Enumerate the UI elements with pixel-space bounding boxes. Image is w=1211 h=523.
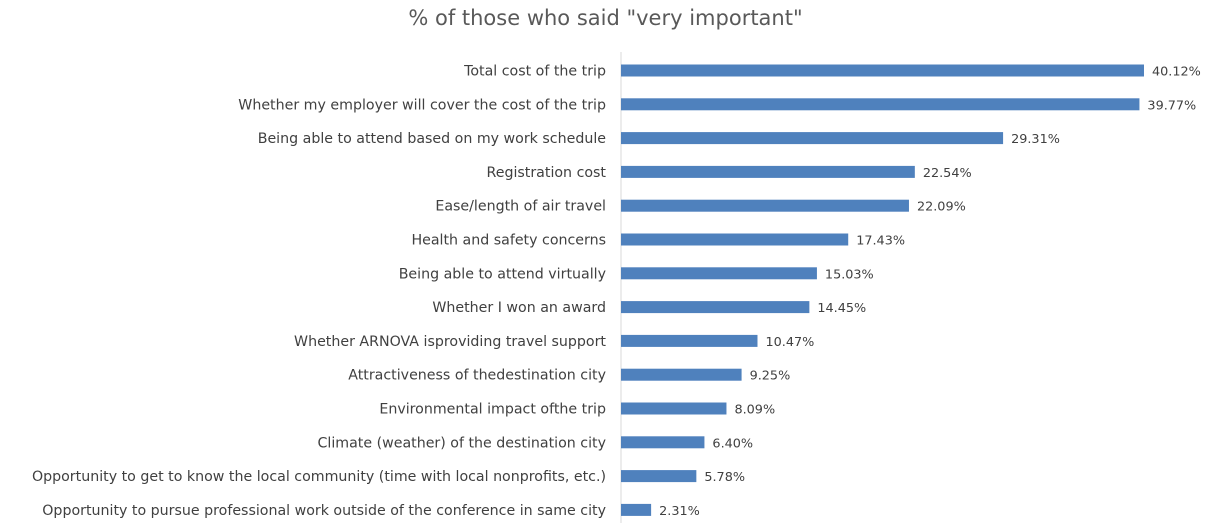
value-label: 2.31%: [659, 504, 700, 519]
value-label: 5.78%: [704, 470, 745, 485]
bar: [621, 64, 1144, 77]
category-label: Whether ARNOVA isproviding travel suppor…: [294, 334, 606, 350]
category-label: Ease/length of air travel: [435, 199, 606, 215]
value-label: 39.77%: [1147, 98, 1196, 113]
value-label: 10.47%: [765, 335, 814, 350]
category-label: Total cost of the trip: [463, 64, 606, 80]
category-label: Whether I won an award: [432, 300, 606, 316]
bar: [621, 233, 849, 246]
value-label: 6.40%: [712, 436, 753, 451]
category-label: Opportunity to pursue professional work …: [42, 503, 606, 519]
category-label: Being able to attend based on my work sc…: [258, 131, 606, 147]
value-label: 22.09%: [917, 200, 966, 215]
value-label: 40.12%: [1152, 65, 1201, 80]
bar: [621, 199, 909, 212]
bar: [621, 334, 758, 347]
category-label: Environmental impact ofthe trip: [379, 402, 606, 418]
value-label: 29.31%: [1011, 132, 1060, 147]
category-label: Being able to attend virtually: [399, 266, 606, 282]
bar: [621, 132, 1004, 145]
value-label: 15.03%: [825, 267, 874, 282]
category-label: Registration cost: [487, 165, 607, 181]
bar: [621, 402, 727, 415]
bar: [621, 301, 810, 314]
bar: [621, 436, 705, 449]
bar: [621, 368, 742, 381]
category-label: Attractiveness of thedestination city: [348, 368, 606, 384]
bar: [621, 267, 817, 280]
bar: [621, 165, 915, 178]
category-label: Climate (weather) of the destination cit…: [317, 435, 606, 451]
value-label: 22.54%: [923, 166, 972, 181]
category-label: Whether my employer will cover the cost …: [238, 97, 606, 113]
category-label: Health and safety concerns: [411, 233, 606, 249]
value-label: 17.43%: [856, 234, 905, 249]
value-label: 9.25%: [750, 369, 791, 384]
category-label: Opportunity to get to know the local com…: [32, 469, 606, 485]
value-label: 14.45%: [817, 301, 866, 316]
bar: [621, 503, 652, 516]
bar: [621, 98, 1140, 111]
bar: [621, 470, 697, 483]
chart-title: % of those who said "very important": [408, 6, 803, 30]
value-label: 8.09%: [734, 403, 775, 418]
